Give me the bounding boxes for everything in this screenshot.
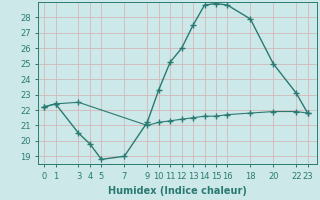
X-axis label: Humidex (Indice chaleur): Humidex (Indice chaleur) — [108, 186, 247, 196]
